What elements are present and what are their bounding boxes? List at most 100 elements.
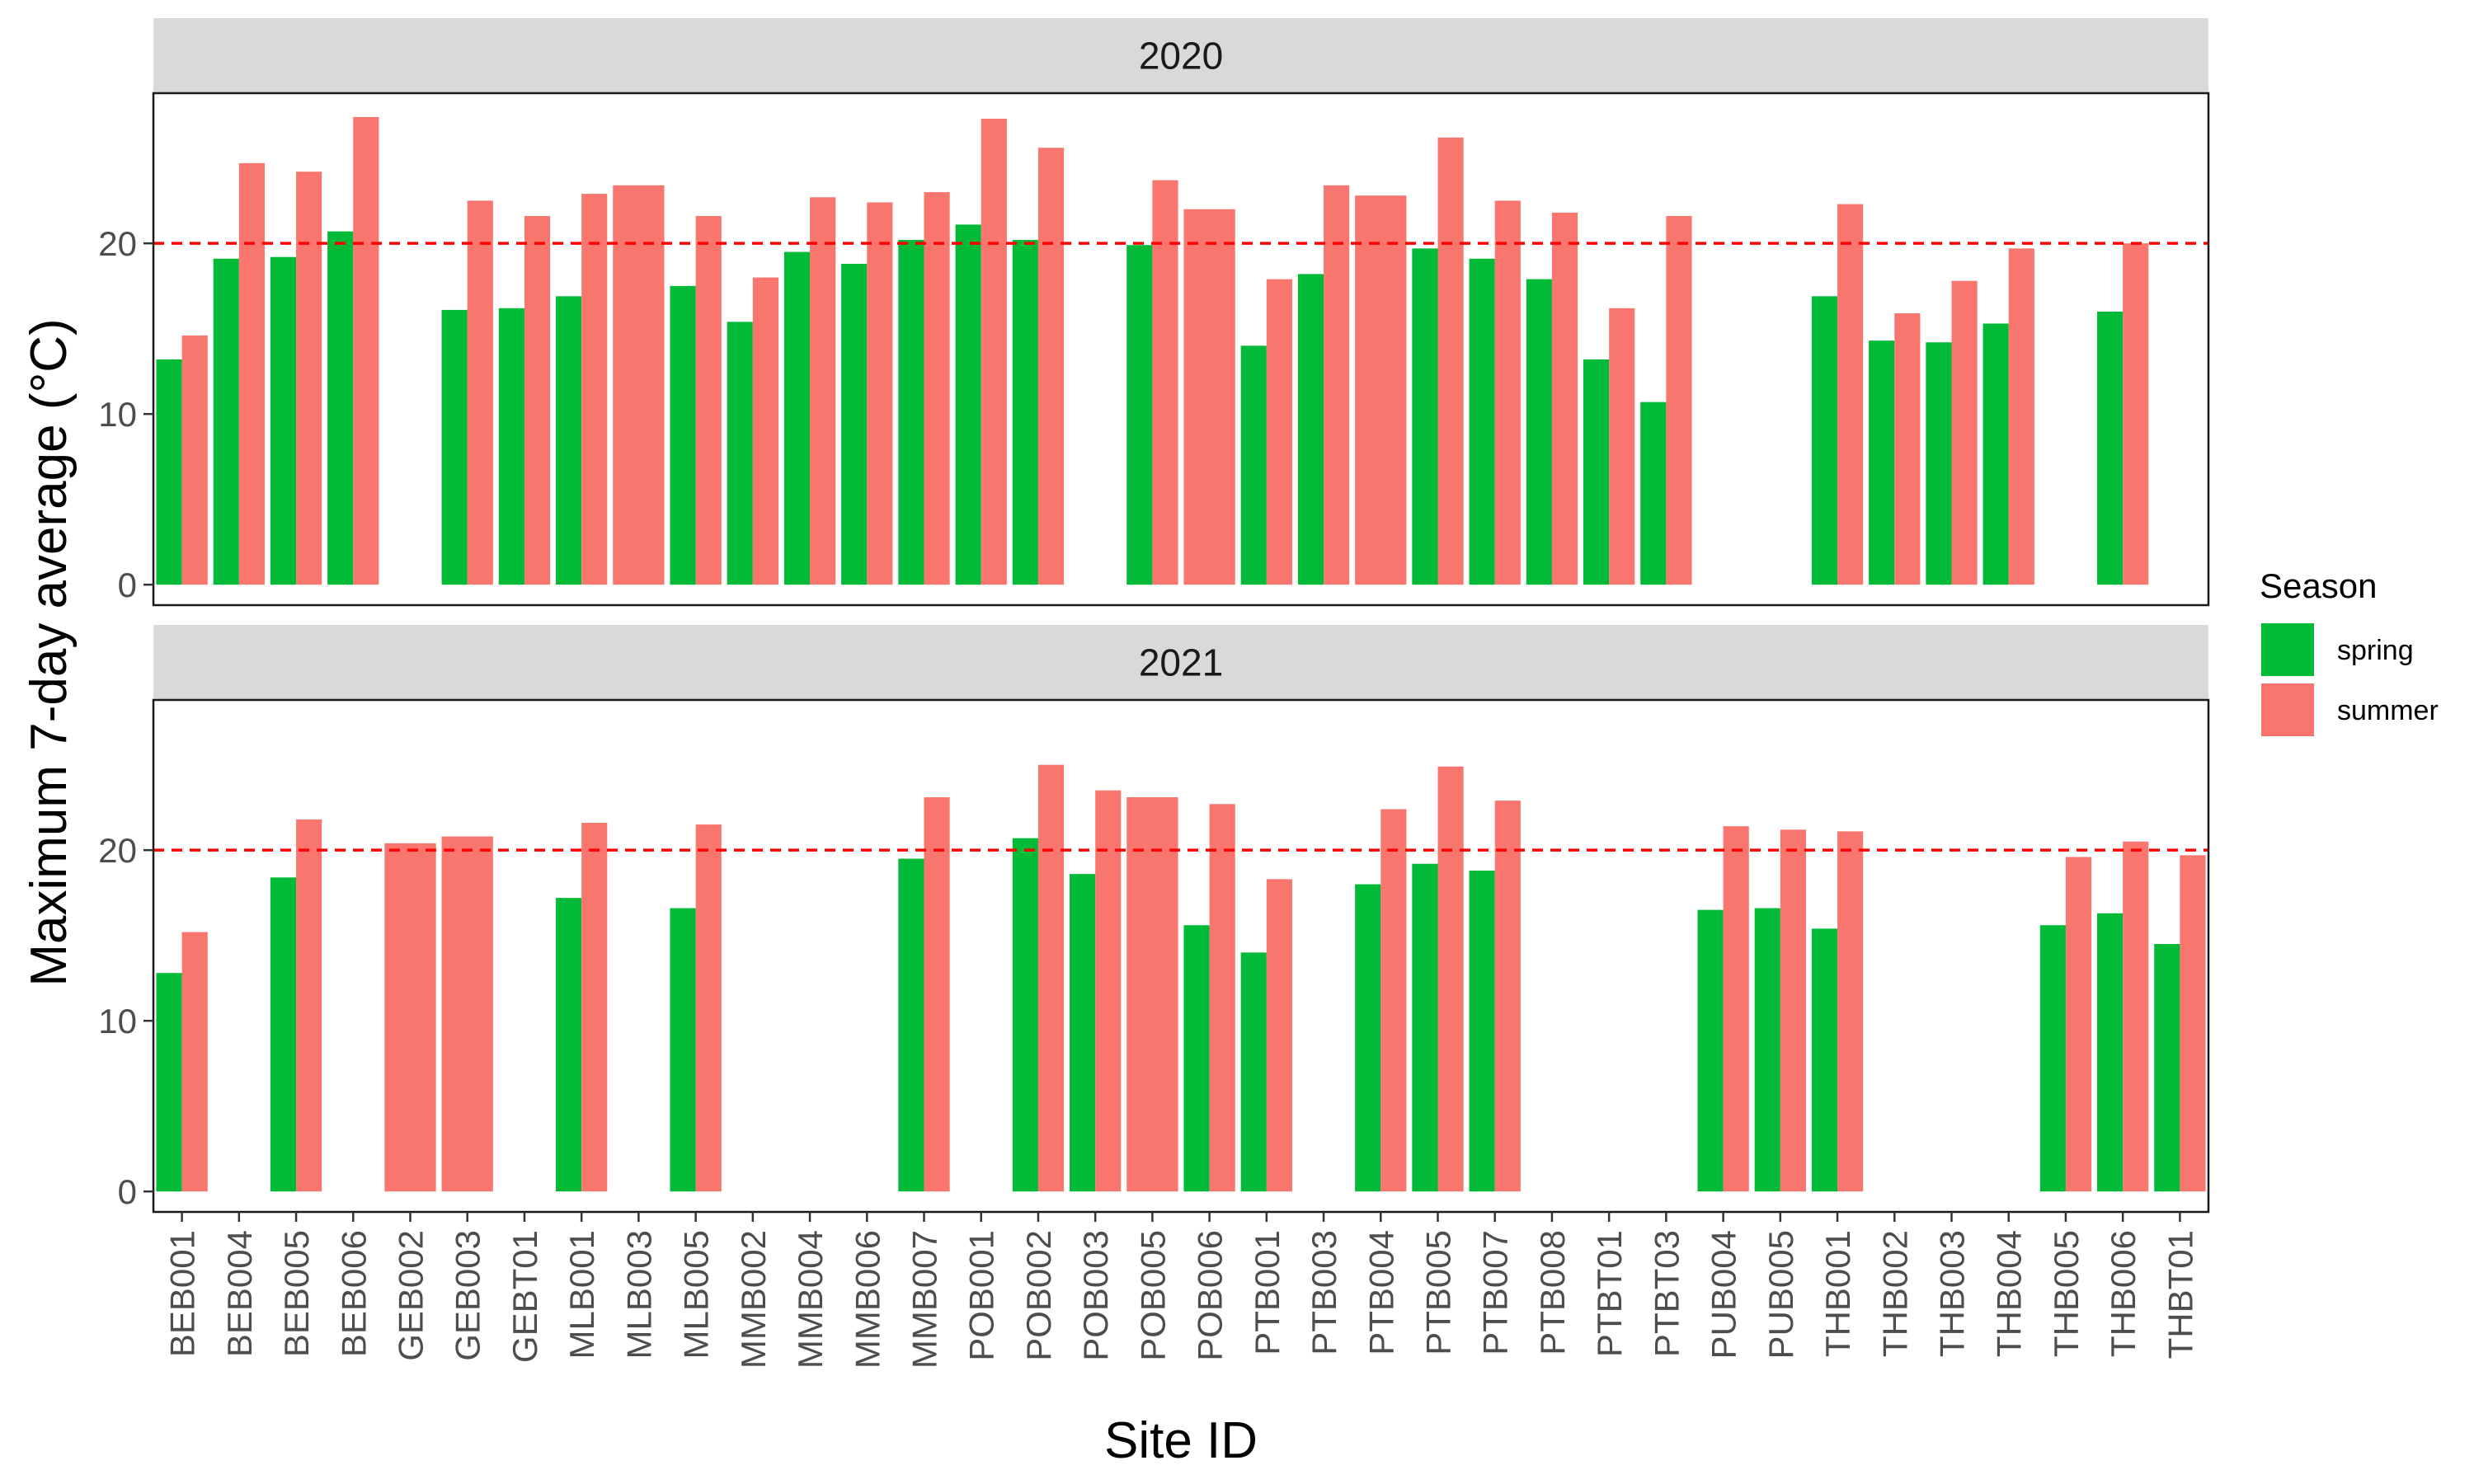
bar-spring <box>441 309 468 585</box>
facet-label: 2021 <box>1139 641 1223 684</box>
x-tick-label: BEB004 <box>220 1230 259 1357</box>
bar-spring <box>841 264 868 585</box>
x-tick-label: THB003 <box>1933 1230 1972 1357</box>
x-tick-label: PTBT03 <box>1647 1230 1686 1357</box>
bar-summer <box>181 335 208 585</box>
bar-spring <box>2097 913 2124 1192</box>
bar-summer <box>581 823 608 1192</box>
legend-label-summer: summer <box>2337 695 2439 726</box>
x-tick-label: MLB001 <box>562 1230 601 1359</box>
x-tick-label: POB002 <box>1019 1230 1058 1361</box>
bar-summer <box>1380 809 1407 1192</box>
bar-summer <box>695 824 722 1192</box>
bar-summer <box>384 843 436 1192</box>
bar-summer <box>1723 826 1749 1192</box>
x-tick-label: PUB004 <box>1705 1230 1743 1359</box>
bar-summer <box>695 216 722 585</box>
bar-summer <box>810 197 836 585</box>
y-axis-title: Maximum 7-day average (°C) <box>21 318 78 986</box>
x-tick-label: GEBT01 <box>506 1230 544 1363</box>
bar-summer <box>2065 857 2092 1192</box>
x-tick-label: GEB002 <box>392 1230 430 1361</box>
y-tick-label: 0 <box>118 566 137 604</box>
x-tick-label: POB003 <box>1076 1230 1115 1361</box>
bar-spring <box>270 256 297 585</box>
y-tick-label: 0 <box>118 1172 137 1211</box>
bar-summer <box>1037 148 1065 585</box>
bar-spring <box>156 359 182 585</box>
y-tick-label: 10 <box>98 395 137 434</box>
bar-spring <box>556 296 582 585</box>
bar-spring <box>1982 323 2009 585</box>
bar-summer <box>867 202 893 585</box>
bar-spring <box>670 285 696 585</box>
bar-summer <box>613 185 665 585</box>
bar-spring <box>1412 863 1438 1192</box>
x-tick-label: POB005 <box>1133 1230 1172 1361</box>
x-tick-label: THB005 <box>2047 1230 2086 1357</box>
bar-spring <box>1754 908 1780 1192</box>
bar-summer <box>1095 790 1122 1192</box>
bar-summer <box>1355 195 1407 585</box>
legend-key-summer <box>2261 683 2314 736</box>
x-tick-label: PTB004 <box>1362 1230 1400 1355</box>
bar-summer <box>296 171 322 585</box>
x-tick-label: GEB003 <box>449 1230 487 1361</box>
bar-spring <box>2154 944 2180 1192</box>
bar-summer <box>1837 204 1864 585</box>
bar-spring <box>1070 874 1096 1192</box>
bar-summer <box>1209 804 1235 1192</box>
bar-summer <box>1666 216 1692 585</box>
bar-spring <box>2097 311 2124 585</box>
bar-spring <box>1355 884 1381 1192</box>
x-tick-label: BEB006 <box>334 1230 373 1357</box>
bar-summer <box>1494 801 1521 1192</box>
bar-summer <box>1037 764 1065 1192</box>
x-axis-title: Site ID <box>1104 1412 1258 1469</box>
bar-spring <box>727 322 753 585</box>
bar-summer <box>752 277 778 585</box>
x-tick-label: MMB007 <box>905 1230 944 1369</box>
bar-summer <box>181 932 208 1192</box>
bar-spring <box>1697 909 1724 1192</box>
facet-label: 2020 <box>1139 35 1223 77</box>
bar-summer <box>1266 279 1292 585</box>
bar-spring <box>1012 240 1038 585</box>
bar-summer <box>1437 137 1464 585</box>
bar-summer <box>2123 243 2149 585</box>
bar-spring <box>1297 274 1324 585</box>
bar-spring <box>1811 928 1838 1192</box>
bar-spring <box>670 908 696 1192</box>
x-tick-label: BEB005 <box>277 1230 316 1357</box>
panel-background <box>153 93 2208 605</box>
bar-spring <box>1526 279 1552 585</box>
bar-summer <box>1152 180 1178 585</box>
bar-spring <box>1240 345 1267 585</box>
bar-spring <box>1926 342 1952 585</box>
x-tick-label: PTBT01 <box>1590 1230 1629 1357</box>
legend-key-spring <box>2261 623 2314 676</box>
panel-background <box>153 700 2208 1212</box>
x-tick-label: THB001 <box>1818 1230 1857 1357</box>
bar-summer <box>1951 280 1978 585</box>
bar-spring <box>1183 925 1210 1192</box>
bar-spring <box>898 240 924 585</box>
x-tick-label: PTB003 <box>1305 1230 1343 1355</box>
facet-strip <box>153 625 2208 700</box>
panel-border <box>152 698 2210 1214</box>
x-tick-label: THB002 <box>1875 1230 1914 1357</box>
bar-spring <box>1869 340 1895 585</box>
x-tick-label: POB001 <box>962 1230 1001 1361</box>
bar-summer <box>1609 308 1635 585</box>
x-tick-label: MMB006 <box>848 1230 887 1369</box>
y-tick-label: 10 <box>98 1002 137 1040</box>
bar-summer <box>1126 796 1178 1192</box>
bar-spring <box>270 877 297 1192</box>
bar-summer <box>2123 841 2149 1192</box>
bar-spring <box>783 251 811 585</box>
bar-spring <box>156 973 182 1192</box>
x-tick-label: PTB005 <box>1419 1230 1458 1355</box>
y-tick-label: 20 <box>98 831 137 870</box>
bar-spring <box>1469 258 1495 585</box>
